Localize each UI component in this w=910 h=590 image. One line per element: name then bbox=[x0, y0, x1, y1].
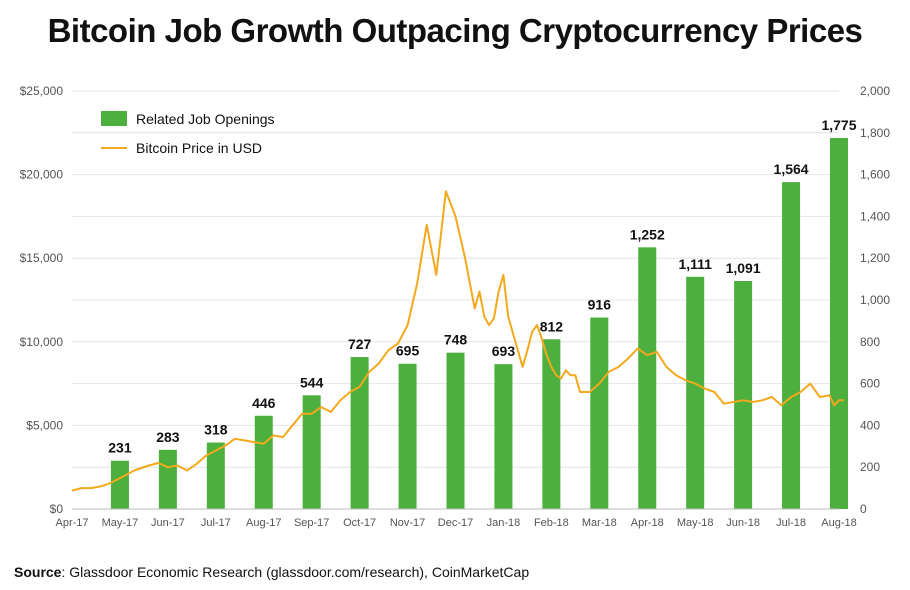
right-axis-tick-label: 1,000 bbox=[860, 293, 890, 307]
bar-value-label: 1,091 bbox=[726, 260, 761, 276]
bar-value-label: 916 bbox=[588, 297, 612, 313]
job-openings-bar bbox=[734, 280, 753, 509]
x-axis-tick-label: Sep-17 bbox=[294, 517, 329, 529]
source-note: Source: Glassdoor Economic Research (gla… bbox=[14, 564, 529, 580]
bar-value-label: 693 bbox=[492, 343, 516, 359]
legend-line-label: Bitcoin Price in USD bbox=[136, 140, 262, 156]
job-openings-bar bbox=[302, 395, 321, 509]
job-openings-bar bbox=[206, 442, 225, 509]
right-axis-tick-label: 2,000 bbox=[860, 84, 890, 98]
x-axis-tick-label: Oct-17 bbox=[343, 517, 376, 529]
x-axis-tick-label: Jun-17 bbox=[151, 517, 185, 529]
x-axis-tick-label: Jun-18 bbox=[726, 517, 760, 529]
bar-value-label: 748 bbox=[444, 332, 468, 348]
data-labels: 231 283 318 446 544 727 695 748 693 812 916 1,252 1,… bbox=[108, 117, 856, 456]
job-openings-bar bbox=[110, 460, 129, 509]
bar-value-label: 283 bbox=[156, 429, 180, 445]
x-axis-tick-label: Jul-17 bbox=[201, 517, 231, 529]
right-axis-tick-label: 1,400 bbox=[860, 209, 890, 223]
right-axis-tick-label: 1,200 bbox=[860, 251, 890, 265]
job-openings-bar bbox=[446, 352, 465, 509]
x-axis-tick-label: Aug-17 bbox=[246, 517, 281, 529]
right-axis-tick-label: 600 bbox=[860, 377, 880, 391]
bar-value-label: 1,775 bbox=[821, 117, 856, 133]
chart: 0 200 400 600 800 1,000 1,200 1,400 1,600 1,800 2,… bbox=[20, 84, 891, 529]
x-axis-tick-label: Aug-18 bbox=[821, 517, 856, 529]
job-openings-bar bbox=[350, 357, 369, 509]
x-axis-tick-label: Dec-17 bbox=[438, 517, 473, 529]
left-axis-tick-label: $0 bbox=[50, 502, 64, 516]
bar-value-label: 727 bbox=[348, 336, 372, 352]
bars bbox=[110, 138, 848, 509]
job-openings-bar bbox=[638, 247, 657, 509]
job-openings-bar bbox=[398, 363, 417, 509]
right-axis-tick-label: 1,800 bbox=[860, 126, 890, 140]
bar-value-label: 544 bbox=[300, 374, 324, 390]
job-openings-bar bbox=[830, 138, 848, 509]
bar-value-label: 446 bbox=[252, 395, 276, 411]
bar-value-label: 1,252 bbox=[630, 226, 665, 242]
left-axis-tick-label: $10,000 bbox=[20, 335, 64, 349]
right-axis-tick-label: 200 bbox=[860, 460, 880, 474]
source-label: Source bbox=[14, 564, 62, 580]
job-openings-bar bbox=[782, 182, 801, 509]
legend-bar-label: Related Job Openings bbox=[136, 111, 275, 127]
left-axis-tick-label: $5,000 bbox=[26, 418, 63, 432]
left-axis-tick-label: $20,000 bbox=[20, 168, 64, 182]
right-axis-tick-label: 1,600 bbox=[860, 168, 890, 182]
job-openings-bar bbox=[542, 339, 561, 509]
bar-value-label: 695 bbox=[396, 343, 420, 359]
legend-bar-swatch bbox=[101, 111, 127, 126]
source-text: : Glassdoor Economic Research (glassdoor… bbox=[61, 564, 530, 580]
x-axis-tick-label: Jul-18 bbox=[776, 517, 806, 529]
job-openings-bar bbox=[158, 449, 177, 509]
bar-value-label: 318 bbox=[204, 422, 228, 438]
bitcoin-price-line bbox=[71, 190, 844, 492]
x-axis-tick-label: May-17 bbox=[102, 517, 139, 529]
x-axis-tick-label: Nov-17 bbox=[390, 517, 425, 529]
x-axis-tick-label: May-18 bbox=[677, 517, 714, 529]
right-axis-tick-label: 400 bbox=[860, 418, 880, 432]
x-axis-tick-label: Mar-18 bbox=[582, 517, 617, 529]
axes: 0 200 400 600 800 1,000 1,200 1,400 1,600 1,800 2,… bbox=[20, 84, 891, 529]
x-axis-tick-label: Feb-18 bbox=[534, 517, 569, 529]
x-axis-tick-label: Jan-18 bbox=[487, 517, 521, 529]
x-axis-tick-label: Apr-18 bbox=[631, 517, 664, 529]
bar-value-label: 231 bbox=[108, 440, 132, 456]
left-axis-tick-label: $15,000 bbox=[20, 251, 64, 265]
left-axis-tick-label: $25,000 bbox=[20, 84, 64, 98]
bar-value-label: 1,111 bbox=[678, 256, 712, 272]
bar-value-label: 1,564 bbox=[774, 161, 809, 177]
legend: Related Job Openings Bitcoin Price in US… bbox=[101, 111, 275, 156]
bar-value-label: 812 bbox=[540, 318, 564, 334]
price-line-group bbox=[71, 190, 844, 492]
job-openings-bar bbox=[686, 276, 705, 509]
job-openings-bar bbox=[494, 364, 513, 509]
job-openings-bar bbox=[254, 415, 273, 509]
right-axis-tick-label: 0 bbox=[860, 502, 867, 516]
job-openings-bar bbox=[590, 317, 609, 509]
right-axis-tick-label: 800 bbox=[860, 335, 880, 349]
chart-title: Bitcoin Job Growth Outpacing Cryptocurre… bbox=[47, 12, 863, 49]
x-axis-tick-label: Apr-17 bbox=[55, 517, 88, 529]
